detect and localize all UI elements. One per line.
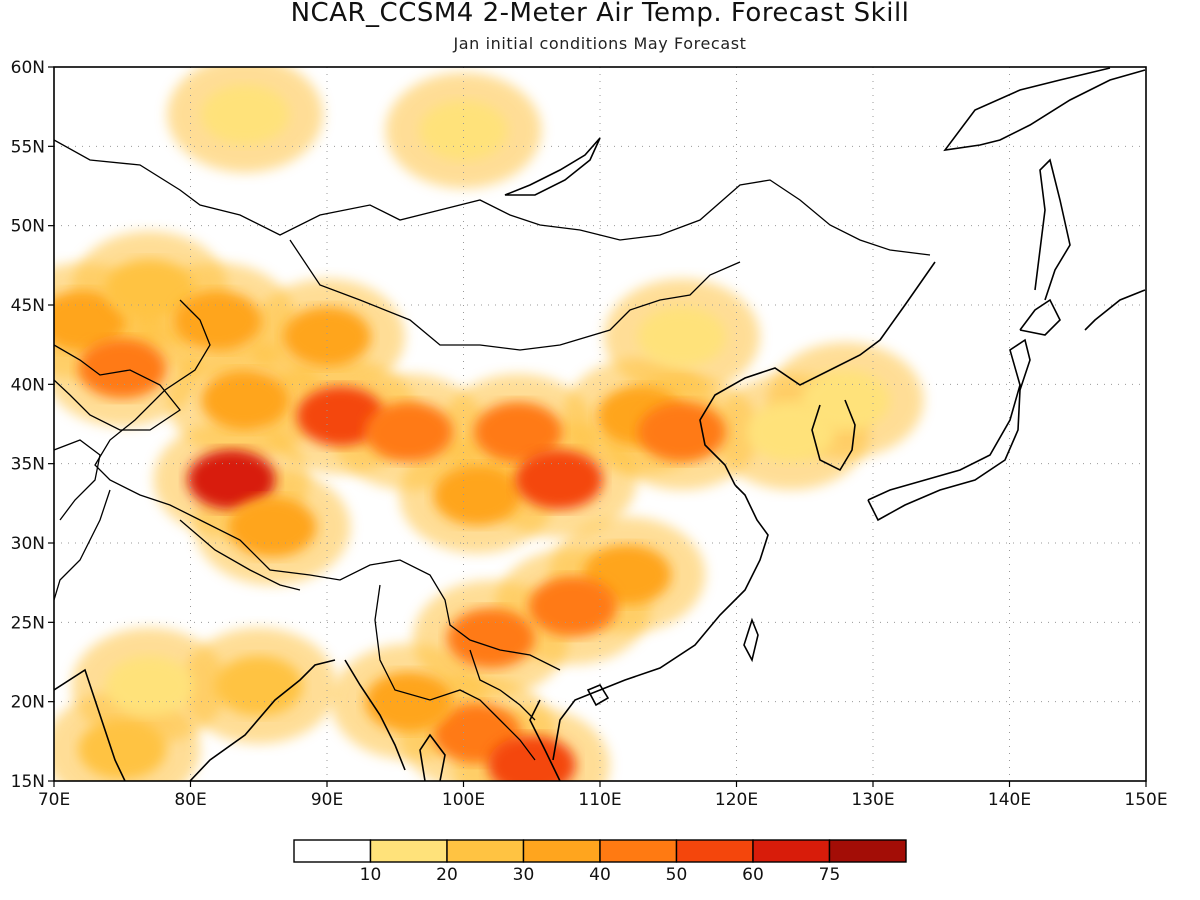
coastline-kamchatka	[1084, 289, 1146, 331]
x-tick-label: 110E	[578, 790, 621, 810]
skill-region	[105, 655, 194, 716]
skill-region	[487, 735, 576, 781]
colorbar-label: 60	[742, 865, 764, 885]
y-tick-label: 25N	[11, 613, 45, 633]
y-tick-label: 55N	[11, 137, 45, 157]
skill-region	[283, 306, 371, 367]
skill-region	[187, 449, 276, 510]
skill-regions	[54, 84, 890, 781]
skill-region	[78, 719, 167, 780]
skill-region	[528, 576, 617, 637]
coastline-bohai	[699, 261, 936, 486]
colorbar-swatch	[675, 839, 754, 863]
x-tick-label: 90E	[311, 790, 343, 810]
x-tick-label: 100E	[442, 790, 485, 810]
skill-region	[474, 401, 563, 462]
coastline-east-china	[552, 484, 769, 761]
skill-region	[54, 290, 126, 351]
skill-region	[78, 338, 167, 399]
x-tick-label: 140E	[988, 790, 1031, 810]
x-tick-label: 80E	[174, 790, 206, 810]
skill-region	[637, 306, 726, 367]
skill-region	[364, 401, 453, 462]
colorbar-swatch	[293, 839, 372, 863]
x-axis: 70E 80E 90E 100E 110E 120E 130E 140E 150E	[38, 781, 1168, 810]
skill-region	[201, 370, 290, 431]
border-afghanistan	[54, 439, 101, 521]
y-tick-label: 45N	[11, 296, 45, 316]
x-tick-label: 150E	[1124, 790, 1167, 810]
skill-region	[433, 465, 522, 526]
coastline-bay-bengal	[344, 659, 406, 771]
y-tick-label: 60N	[11, 58, 45, 78]
colorbar-label: 30	[513, 865, 535, 885]
coastline-hokkaido	[1019, 298, 1061, 336]
skill-region	[214, 655, 303, 716]
y-tick-label: 40N	[11, 375, 45, 395]
chart-subtitle: Jan initial conditions May Forecast	[453, 34, 747, 53]
coastline-india-west	[54, 668, 126, 781]
coastline-taiwan	[743, 617, 759, 663]
y-tick-label: 50N	[11, 217, 45, 237]
skill-field	[54, 67, 924, 781]
border-myanmar	[374, 584, 536, 761]
border-china-west	[94, 299, 561, 671]
border-laos	[469, 649, 536, 721]
border-nepal	[179, 519, 301, 591]
lake-baikal	[504, 137, 601, 196]
x-tick-label: 130E	[851, 790, 894, 810]
y-axis: 15N 20N 25N 30N 35N 40N 45N 50N 55N 60N	[11, 58, 54, 792]
colorbar-swatch	[599, 839, 678, 863]
colorbar-swatch	[522, 839, 601, 863]
skill-region	[515, 449, 604, 510]
chart-title: NCAR_CCSM4 2-Meter Air Temp. Forecast Sk…	[290, 0, 910, 28]
skill-region	[201, 84, 290, 145]
skill-region	[105, 259, 194, 320]
skill-region	[446, 608, 535, 669]
y-tick-label: 30N	[11, 534, 45, 554]
colorbar-swatch	[752, 839, 831, 863]
political-borders	[54, 139, 931, 761]
colorbar-label: 40	[589, 865, 611, 885]
coastline-india-east	[189, 659, 336, 781]
coastline-okhotsk	[943, 67, 1146, 152]
coastline-korea	[811, 399, 856, 472]
colorbar-swatch	[828, 839, 907, 863]
border-central-asia	[54, 344, 181, 431]
coastline-sakhalin	[1034, 158, 1071, 301]
y-tick-label: 20N	[11, 693, 45, 713]
skill-region	[228, 497, 317, 558]
border-pakistan-india	[54, 489, 111, 601]
skill-region	[637, 401, 726, 462]
skill-region	[173, 290, 262, 351]
y-tick-label: 35N	[11, 455, 45, 475]
x-tick-label: 120E	[715, 790, 758, 810]
colorbar-label: 75	[819, 865, 841, 885]
skill-region	[296, 386, 385, 447]
colorbar: 10 20 30 40 50 60 75	[293, 839, 907, 885]
colorbar-label: 10	[360, 865, 382, 885]
coastlines	[54, 67, 1146, 781]
y-tick-label: 15N	[11, 772, 45, 792]
coastline-hainan	[586, 683, 610, 707]
coastline-indochina	[419, 733, 446, 781]
coastline-vietnam	[529, 699, 561, 781]
border-russia-kazakh	[54, 139, 931, 256]
border-mongolia-china	[289, 239, 741, 351]
x-tick-label: 70E	[38, 790, 70, 810]
colorbar-label: 50	[666, 865, 688, 885]
coastline-japan	[867, 338, 1031, 522]
colorbar-label: 20	[436, 865, 458, 885]
colorbar-swatch	[446, 839, 525, 863]
skill-region	[364, 671, 453, 732]
colorbar-swatch	[369, 839, 448, 863]
